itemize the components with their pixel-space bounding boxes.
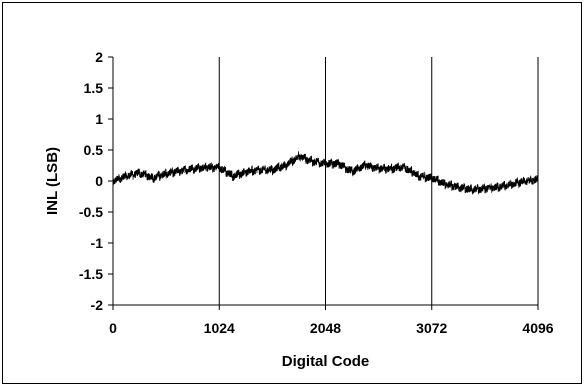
- y-tick-label: 2: [95, 49, 103, 65]
- x-tick-label: 3072: [416, 320, 447, 336]
- y-tick-label: -1.5: [79, 266, 103, 282]
- x-tick-label: 0: [109, 320, 117, 336]
- y-tick-label: 1.5: [84, 80, 104, 96]
- y-tick-label: 1: [95, 111, 103, 127]
- y-tick-label: 0: [95, 173, 103, 189]
- y-tick-label: -1: [91, 235, 104, 251]
- axes: [108, 56, 539, 310]
- y-tick-labels: 2 1.5 1 0.5 0 -0.5 -1 -1.5 -2: [79, 49, 103, 313]
- x-tick-label: 1024: [204, 320, 235, 336]
- inl-series: [112, 151, 539, 195]
- y-tick-label: 0.5: [84, 142, 104, 158]
- grid-lines: [218, 57, 539, 305]
- inl-trace: [112, 151, 539, 195]
- x-axis-title: Digital Code: [282, 353, 370, 370]
- x-tick-label: 4096: [522, 320, 553, 336]
- y-axis-title: INL (LSB): [44, 147, 61, 215]
- y-tick-label: -2: [91, 297, 104, 313]
- y-tick-label: -0.5: [79, 204, 103, 220]
- x-tick-label: 2048: [310, 320, 341, 336]
- x-tick-labels: 0 1024 2048 3072 4096: [109, 320, 554, 336]
